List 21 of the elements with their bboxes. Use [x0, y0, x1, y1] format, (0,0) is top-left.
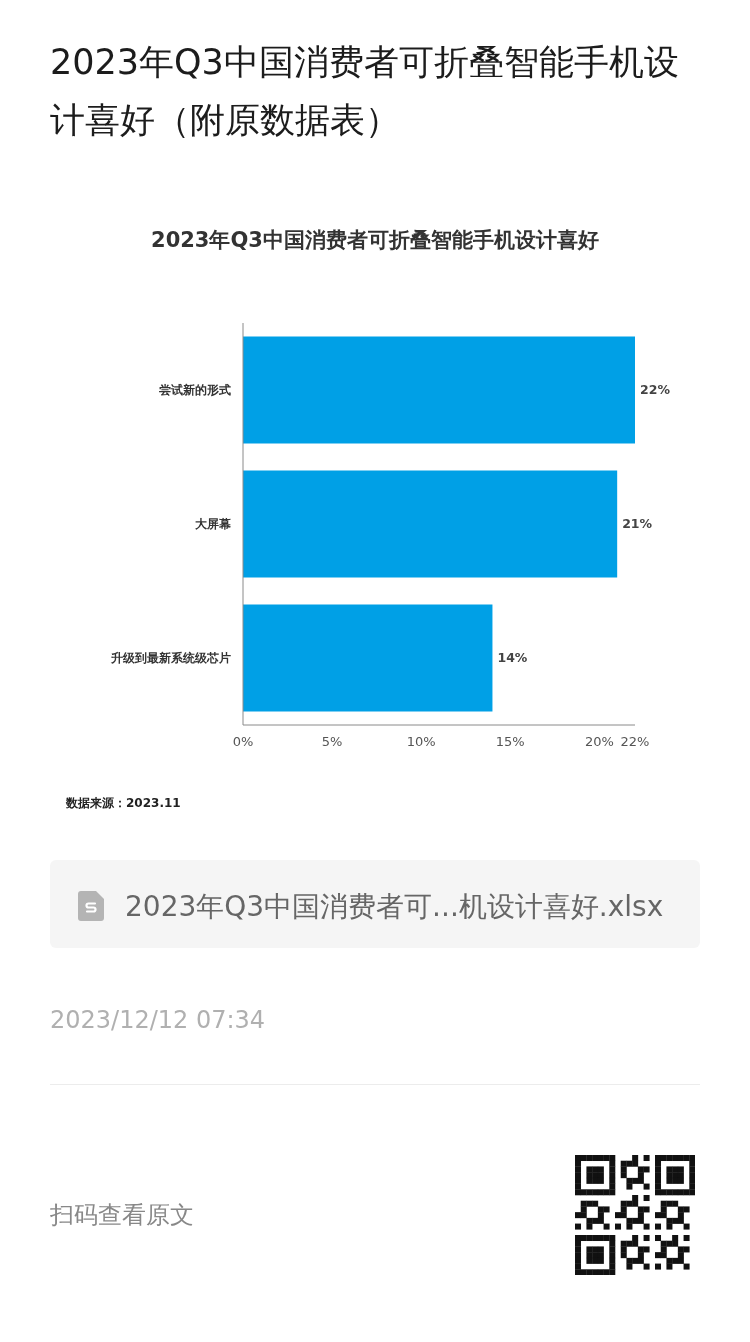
- y-tick-label: 升级到最新系统级芯片: [110, 651, 231, 666]
- chart-title: 2023年Q3中国消费者可折叠智能手机设计喜好（附原数据表）: [50, 41, 680, 142]
- bar: [243, 604, 493, 712]
- x-tick-label: 0%: [232, 734, 254, 750]
- text: 2023/12/12 07:34: [50, 1005, 266, 1036]
- y-tick-label: 尝试新的形式: [159, 383, 231, 398]
- source-note: 数据来源：2023.11: [66, 795, 181, 812]
- x-tick-label: 20%: [584, 734, 614, 750]
- x-tick-label: 22%: [620, 734, 650, 750]
- data-label: 22%: [640, 382, 671, 398]
- chart-subtitle: 2023年Q3中国消费者可折叠智能手机设计喜好: [150, 227, 600, 254]
- bar: [243, 336, 635, 444]
- x-tick-label: 15%: [495, 734, 525, 750]
- x-tick-label: 10%: [406, 734, 436, 750]
- bar: [243, 470, 618, 578]
- y-tick-label: 大屏幕: [195, 517, 232, 532]
- text: 2023年Q3中国消费者可...机设计喜好.xlsx: [125, 889, 664, 925]
- x-tick-label: 5%: [321, 734, 343, 750]
- text: 扫码查看原文: [50, 1200, 194, 1231]
- data-label: 14%: [497, 650, 528, 666]
- data-label: 21%: [622, 516, 653, 532]
